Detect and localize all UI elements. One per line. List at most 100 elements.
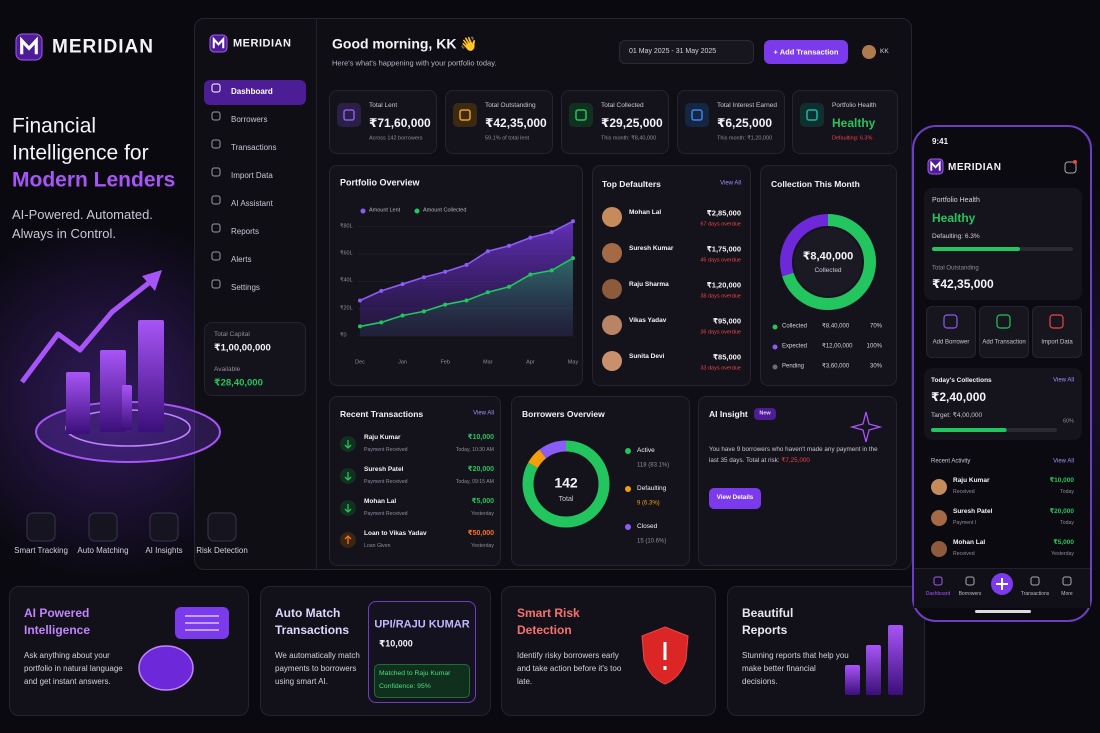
nav-item[interactable]: Alerts — [231, 255, 252, 265]
legend-percent: 100% — [866, 343, 882, 350]
series-point — [400, 313, 405, 318]
transaction-amount: ₹20,000 — [467, 465, 494, 473]
series-point — [421, 275, 426, 280]
y-tick-label: ₹20L — [340, 305, 353, 312]
tab-label[interactable]: More — [1061, 591, 1073, 597]
action-label[interactable]: Add Borrower — [932, 339, 970, 346]
x-tick-label: Jan — [398, 359, 408, 366]
x-tick-label: May — [567, 359, 579, 366]
stat-note: This month: ₹1,20,000 — [717, 135, 773, 142]
capital-card — [204, 322, 306, 396]
stat-icon-glyph — [691, 109, 703, 121]
promo-title: Smart Risk Detection — [517, 606, 580, 638]
promo-title: AI Powered Intelligence — [24, 606, 91, 638]
tab-icon — [1062, 576, 1072, 586]
series-point — [549, 230, 554, 235]
stat-label: Total Lent — [369, 102, 398, 110]
avatar — [602, 351, 622, 371]
panel-title: Borrowers Overview — [522, 408, 605, 419]
insight-message: You have 9 borrowers who haven't made an… — [709, 446, 878, 465]
stat-icon-glyph — [575, 109, 587, 121]
promo-text: Ask anything about your portfolio in nat… — [24, 651, 123, 687]
stat-note: 59.1% of total lent — [485, 135, 530, 142]
legend-label: Amount Collected — [423, 207, 467, 214]
transaction-amount: ₹50,000 — [467, 529, 494, 537]
tab-label[interactable]: Transactions — [1020, 591, 1050, 597]
legend-dot — [414, 208, 420, 214]
activity-name: Mohan Lal — [953, 539, 986, 547]
nav-icon — [211, 223, 221, 233]
date-range[interactable]: 01 May 2025 - 31 May 2025 — [629, 47, 717, 55]
tab-icon — [965, 576, 975, 586]
stat-label: Total Collected — [601, 102, 644, 110]
sparkle-icon — [849, 411, 883, 443]
nav-item[interactable]: Borrowers — [231, 115, 268, 125]
transaction-amount: ₹10,000 — [467, 433, 494, 441]
tab-label[interactable]: Dashboard — [925, 591, 951, 597]
stat-icon — [569, 103, 593, 127]
tab-label[interactable]: Borrowers — [958, 591, 982, 597]
nav-item[interactable]: AI Assistant — [231, 199, 273, 209]
user-avatar — [862, 45, 876, 59]
action-label[interactable]: Import Data — [1041, 339, 1073, 346]
greeting: Good morning, KK 👋 — [332, 35, 478, 52]
add-transaction-button[interactable] — [764, 40, 848, 64]
avatar — [931, 541, 947, 557]
x-tick-label: Apr — [526, 359, 535, 366]
legend-percent: 30% — [869, 363, 882, 370]
view-all-link[interactable]: View All — [473, 410, 494, 417]
transaction-arrow — [344, 472, 352, 481]
capital-label: Total Capital — [214, 331, 250, 339]
growth-arrow — [20, 280, 152, 384]
transaction-type: Payment Received — [364, 510, 408, 517]
illustration-bar — [122, 385, 132, 430]
defaulter-amount: ₹1,75,000 — [706, 244, 741, 254]
insight-text: You have 9 borrowers who haven't made an… — [709, 444, 881, 466]
add-transaction-label[interactable]: + Add Transaction — [773, 47, 839, 57]
illustration-bar — [138, 320, 164, 432]
feature-label: Smart Tracking — [14, 546, 68, 556]
home-indicator — [975, 610, 1031, 613]
stat-note: This month: ₹8,40,000 — [601, 135, 657, 142]
series-point — [443, 302, 448, 307]
transaction-time: Today, 09:15 AM — [455, 478, 494, 485]
legend-label: Amount Lent — [369, 207, 401, 214]
nav-item[interactable]: Reports — [231, 227, 260, 237]
promo-text: Stunning reports that help you make bett… — [742, 651, 849, 687]
status-time: 9:41 — [932, 137, 949, 147]
view-all-link[interactable]: View All — [1053, 458, 1074, 465]
series-point — [507, 243, 512, 248]
nav-item[interactable]: Dashboard — [231, 87, 273, 97]
tab-icon — [1030, 576, 1040, 586]
view-all-link[interactable]: View All — [720, 180, 741, 187]
view-details-button[interactable] — [709, 488, 761, 509]
action-label[interactable]: Add Transaction — [982, 339, 1026, 346]
nav-item[interactable]: Settings — [231, 283, 260, 293]
series-point — [464, 298, 469, 303]
stat-value: ₹42,35,000 — [485, 115, 547, 130]
series-point — [485, 249, 490, 254]
panel-title: Collection This Month — [771, 178, 860, 189]
transaction-time: Yesterday — [471, 542, 494, 549]
series-point — [464, 262, 469, 267]
activity-amount: ₹20,000 — [1049, 508, 1074, 516]
nav-item[interactable]: Import Data — [231, 171, 273, 181]
feature-label: Risk Detection — [196, 546, 248, 556]
user-name: KK — [880, 48, 889, 56]
stat-icon — [685, 103, 709, 127]
defaulter-name: Raju Sharma — [629, 281, 669, 289]
view-all-link[interactable]: View All — [1053, 377, 1074, 384]
nav-item[interactable]: Transactions — [231, 143, 277, 153]
area-fill — [360, 258, 573, 336]
date-picker[interactable] — [619, 40, 754, 64]
stat-icon-glyph — [806, 109, 818, 121]
stat-note: Defaulting: 6.3% — [832, 135, 873, 142]
defaulter-overdue: 38 days overdue — [700, 293, 741, 300]
stat-label: Total Interest Earned — [717, 102, 777, 110]
defaulter-overdue: 36 days overdue — [700, 329, 741, 336]
stat-icon — [337, 103, 361, 127]
feature-icon — [26, 512, 56, 542]
nav-icon — [211, 167, 221, 177]
button-label[interactable]: View Details — [716, 494, 754, 502]
